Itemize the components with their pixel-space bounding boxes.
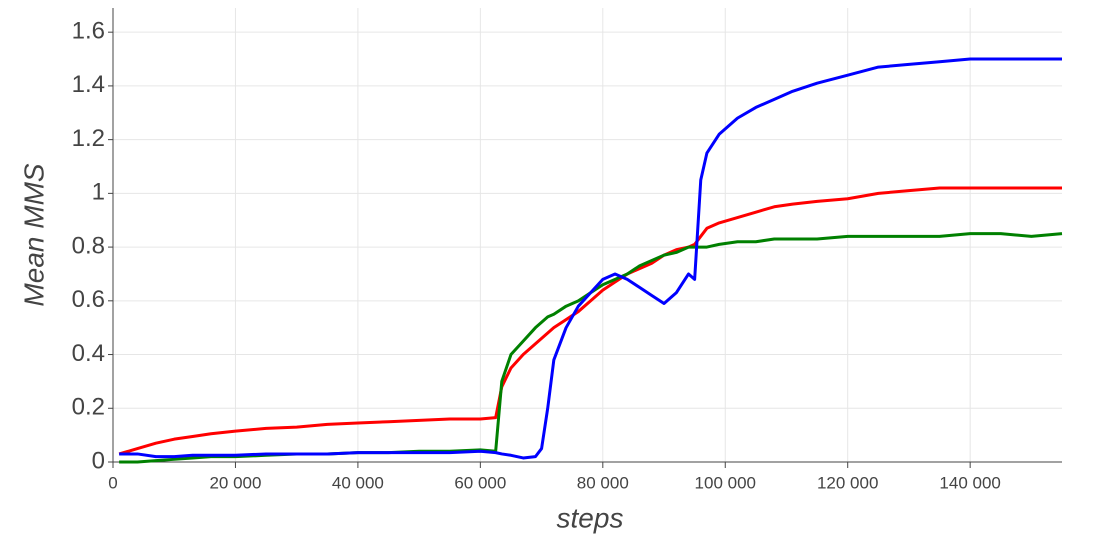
- y-tick-label: 0.6: [72, 286, 105, 313]
- y-tick-label: 0: [92, 447, 105, 474]
- x-tick-label: 20 000: [209, 473, 261, 492]
- y-tick-label: 0.8: [72, 232, 105, 259]
- y-tick-label: 1.4: [72, 71, 105, 98]
- series-line: [119, 57, 1062, 460]
- x-tick-label: 80 000: [577, 473, 629, 492]
- series-line: [118, 186, 1062, 456]
- x-tick-label: 40 000: [332, 473, 384, 492]
- y-tick-label: 0.2: [72, 394, 105, 421]
- x-tick-label: 140 000: [939, 473, 1000, 492]
- x-tick-label: 120 000: [817, 473, 878, 492]
- y-tick-label: 1.6: [72, 18, 105, 45]
- y-axis-label: Mean MMS: [18, 163, 49, 306]
- y-tick-label: 0.4: [72, 340, 105, 367]
- x-tick-label: 0: [108, 473, 117, 492]
- y-tick-label: 1: [92, 179, 105, 206]
- x-tick-label: 60 000: [454, 473, 506, 492]
- x-axis-label: steps: [557, 502, 624, 533]
- y-tick-label: 1.2: [72, 125, 105, 152]
- x-tick-label: 100 000: [695, 473, 756, 492]
